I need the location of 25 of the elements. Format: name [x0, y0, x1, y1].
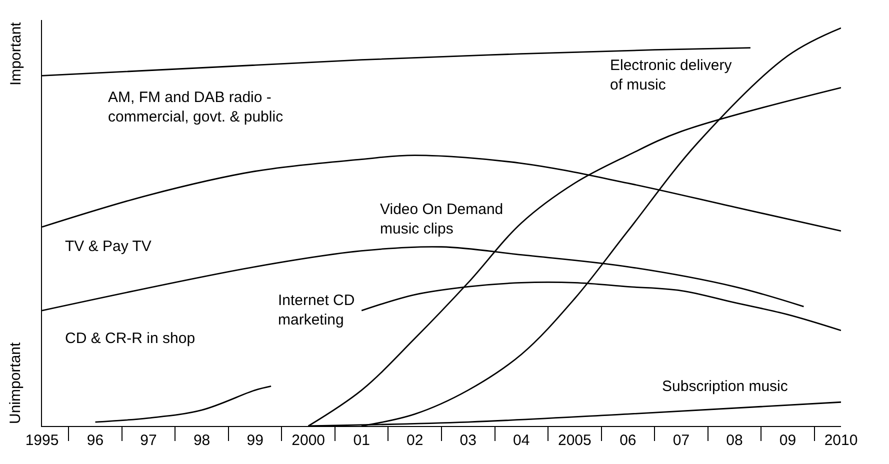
series-label: Internet CD marketing — [278, 292, 355, 328]
series-label: Video On Demand music clips — [380, 201, 504, 238]
x-tick-label: 03 — [460, 432, 476, 450]
x-tick-label: 04 — [513, 432, 530, 450]
x-tick-label: 1995 — [25, 432, 59, 450]
series-label: CD & CR-R in shop — [65, 330, 196, 347]
x-tick-label: 96 — [86, 432, 104, 450]
x-tick-label: 2000 — [292, 432, 326, 450]
series-label: Subscription music — [662, 378, 788, 395]
x-tick-label: 06 — [620, 432, 636, 450]
x-tick-label: 01 — [353, 432, 370, 450]
x-tick-label: 09 — [779, 432, 796, 450]
x-tick-label: 07 — [672, 432, 690, 450]
x-tick-label: 99 — [246, 432, 264, 450]
series-label: TV & Pay TV — [65, 238, 152, 255]
series-label: Electronic delivery of music — [610, 57, 732, 94]
x-tick-label: 08 — [726, 432, 743, 450]
text: Important — [8, 21, 25, 86]
series-label: AM, FM and DAB radio - commercial, govt. & public — [108, 89, 284, 126]
x-tick-label: 2005 — [558, 432, 592, 450]
text: Unimportant — [7, 341, 24, 424]
x-tick-label: 97 — [140, 432, 157, 450]
x-tick-label: 98 — [193, 432, 210, 450]
x-tick-label: 02 — [406, 432, 424, 450]
x-tick-label: 2010 — [824, 432, 858, 450]
